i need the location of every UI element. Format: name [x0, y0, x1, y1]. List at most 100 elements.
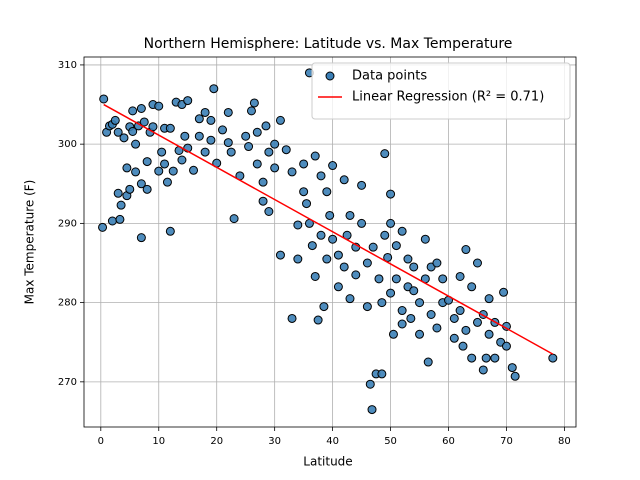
data-point — [113, 188, 123, 198]
data-point — [501, 341, 511, 351]
data-point — [461, 325, 471, 335]
data-point — [165, 226, 175, 236]
data-point — [139, 117, 149, 127]
data-point — [128, 106, 138, 116]
data-point — [244, 142, 254, 152]
data-point — [548, 353, 558, 363]
data-point — [115, 214, 125, 224]
legend-label: Data points — [352, 69, 427, 84]
data-point — [409, 262, 419, 272]
regression-line — [103, 103, 554, 355]
data-point — [322, 187, 332, 197]
data-point — [406, 313, 416, 323]
x-tick-label: 60 — [442, 436, 455, 447]
data-point — [160, 159, 170, 169]
data-point — [490, 353, 500, 363]
data-point — [383, 252, 393, 262]
data-point — [264, 147, 274, 157]
data-point — [148, 122, 158, 132]
data-point — [415, 298, 425, 308]
data-point — [209, 84, 219, 94]
data-point — [409, 286, 419, 296]
data-point — [426, 309, 436, 319]
data-point — [449, 313, 459, 323]
data-point — [377, 369, 387, 379]
data-point — [258, 177, 268, 187]
data-point — [325, 210, 335, 220]
data-point — [258, 196, 268, 206]
x-tick-label: 10 — [152, 436, 165, 447]
data-point — [467, 353, 477, 363]
data-point — [142, 157, 152, 167]
data-point — [345, 210, 355, 220]
data-point — [183, 96, 193, 106]
data-point — [194, 131, 204, 141]
x-tick-label: 50 — [384, 436, 397, 447]
data-point — [302, 199, 312, 209]
x-tick-label: 40 — [326, 436, 339, 447]
x-tick-label: 20 — [210, 436, 223, 447]
data-point — [420, 234, 430, 244]
data-point — [362, 258, 372, 268]
data-point — [270, 139, 280, 149]
data-point — [180, 131, 190, 141]
data-point — [432, 323, 442, 333]
data-point — [194, 114, 204, 124]
data-point — [200, 147, 210, 157]
data-point — [386, 288, 396, 298]
data-point — [449, 333, 459, 343]
data-point — [397, 226, 407, 236]
data-point — [380, 230, 390, 240]
data-point — [386, 218, 396, 228]
data-point — [116, 200, 126, 210]
data-point — [99, 94, 109, 104]
legend-marker — [325, 71, 335, 81]
data-point — [270, 163, 280, 173]
data-point — [391, 274, 401, 284]
data-point — [293, 254, 303, 264]
data-point — [299, 159, 309, 169]
data-point — [252, 127, 262, 137]
data-point — [339, 262, 349, 272]
plot-frame — [83, 56, 577, 428]
data-point — [391, 241, 401, 251]
data-point — [119, 133, 129, 143]
data-point — [455, 306, 465, 316]
data-point — [218, 125, 228, 135]
data-point — [313, 315, 323, 325]
data-point — [357, 180, 367, 190]
x-tick-label: 80 — [558, 436, 571, 447]
data-point — [131, 139, 141, 149]
data-point — [223, 138, 233, 148]
data-point — [388, 329, 398, 339]
data-point — [481, 353, 491, 363]
y-tick-label: 270 — [58, 377, 77, 388]
data-point — [438, 274, 448, 284]
data-point — [98, 222, 108, 232]
data-point — [319, 302, 329, 312]
data-point — [365, 379, 375, 389]
data-point — [246, 106, 256, 116]
data-point — [226, 147, 236, 157]
data-point — [484, 294, 494, 304]
data-point — [113, 127, 123, 137]
data-point — [206, 115, 216, 125]
data-point — [339, 175, 349, 185]
data-point — [507, 363, 517, 373]
data-point — [281, 145, 291, 155]
data-point — [397, 306, 407, 316]
data-point — [200, 107, 210, 117]
data-point — [386, 189, 396, 199]
data-point — [261, 121, 271, 131]
data-point — [162, 177, 172, 187]
data-point — [307, 241, 317, 251]
data-point — [467, 282, 477, 292]
data-point — [287, 167, 297, 177]
chart-title: Northern Hemisphere: Latitude vs. Max Te… — [144, 36, 513, 52]
data-point — [125, 184, 135, 194]
y-tick-label: 280 — [58, 298, 77, 309]
data-point — [287, 313, 297, 323]
y-axis-label: Max Temperature (F) — [23, 180, 37, 305]
data-point — [367, 405, 377, 415]
data-point — [165, 123, 175, 133]
